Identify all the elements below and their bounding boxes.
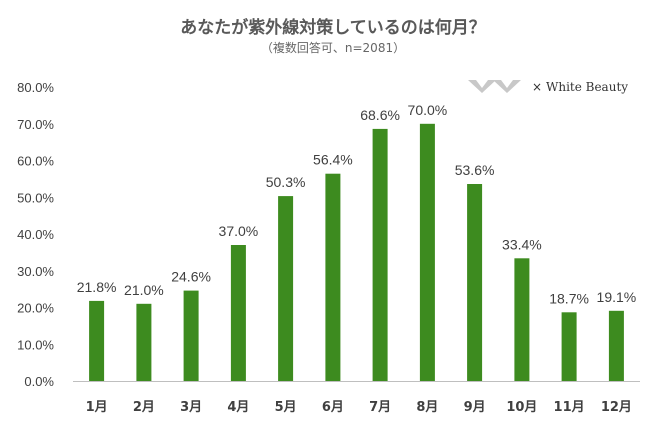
data-label: 19.1%: [597, 289, 637, 305]
y-tick-label: 60.0%: [17, 154, 54, 169]
data-label: 70.0%: [408, 102, 448, 118]
x-tick-label: 6月: [322, 400, 344, 415]
data-label: 24.6%: [171, 269, 211, 285]
data-label: 56.4%: [313, 152, 353, 168]
bar: [183, 290, 199, 381]
bar: [136, 303, 152, 381]
y-tick-label: 40.0%: [17, 227, 54, 242]
brand-times-sign: ×: [532, 80, 542, 94]
x-axis: 1月 2月 3月 4月 5月 6月 7月 8月 9月 10月 11月 12月: [73, 381, 640, 415]
x-tick-label: 10月: [506, 400, 537, 415]
x-tick-label: 1月: [86, 400, 108, 415]
y-tick-label: 70.0%: [17, 117, 54, 132]
data-label: 21.8%: [77, 279, 117, 295]
data-label: 37.0%: [219, 223, 259, 239]
y-tick-label: 0.0%: [24, 374, 54, 389]
bar: [419, 123, 435, 382]
bar: [230, 245, 246, 381]
brand-logo: × White Beauty: [468, 80, 628, 94]
bar: [514, 258, 530, 381]
bar: [608, 310, 624, 381]
x-tick-label: 8月: [416, 400, 438, 415]
bar: [372, 128, 388, 381]
bar: [467, 184, 483, 381]
x-tick-label: 2月: [133, 400, 155, 415]
x-tick-label: 9月: [464, 400, 486, 415]
data-labels: 21.8% 21.0% 24.6% 37.0% 50.3% 56.4% 68.6% 70.0%…: [77, 102, 637, 306]
data-label: 53.6%: [455, 162, 495, 178]
y-tick-label: 80.0%: [17, 80, 54, 95]
x-tick-label: 4月: [227, 400, 249, 415]
chart-title: あなたが紫外線対策しているのは何月？: [180, 17, 486, 38]
y-tick-label: 10.0%: [17, 337, 54, 352]
y-tick-label: 20.0%: [17, 301, 54, 316]
bar: [325, 173, 341, 381]
y-tick-label: 50.0%: [17, 190, 54, 205]
bar: [89, 300, 105, 381]
x-tick-label: 5月: [275, 400, 297, 415]
data-label: 68.6%: [360, 107, 400, 123]
brand-name: White Beauty: [546, 80, 628, 94]
x-tick-label: 3月: [180, 400, 202, 415]
data-label: 18.7%: [549, 290, 589, 306]
data-label: 21.0%: [124, 282, 164, 298]
data-label: 50.3%: [266, 174, 306, 190]
chart-subtitle: （複数回答可、n=2081）: [261, 40, 405, 55]
bar: [278, 196, 294, 381]
x-tick-label: 12月: [601, 400, 632, 415]
x-tick-label: 11月: [554, 400, 585, 415]
bar: [561, 312, 577, 381]
y-axis: 0.0% 10.0% 20.0% 30.0% 40.0% 50.0% 60.0% 70.0% 8…: [17, 80, 54, 389]
data-label: 33.4%: [502, 236, 542, 252]
x-tick-label: 7月: [369, 400, 391, 415]
y-tick-label: 30.0%: [17, 264, 54, 279]
bars: [89, 123, 624, 382]
white-beauty-logo-mark: [468, 80, 521, 93]
